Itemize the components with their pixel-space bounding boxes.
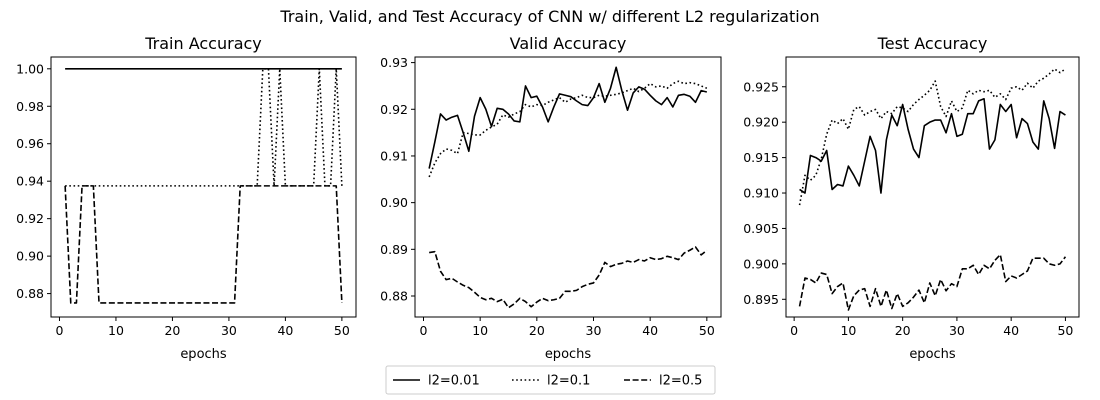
- panel-test-accuracy: Test Accuracy epochs 0 10 20 30 40 50 0.895 0.9…: [743, 34, 1080, 362]
- x-tick-label: 10: [108, 323, 124, 338]
- x-tick-label: 40: [1003, 323, 1019, 338]
- series-line-dashed: [429, 246, 708, 309]
- y-tick-label: 0.88: [380, 288, 408, 303]
- legend-label: l2=0.01: [428, 374, 480, 389]
- legend-frame: [385, 365, 716, 395]
- y-tick-label: 0.900: [743, 256, 779, 271]
- y-tick-label: 0.93: [380, 55, 408, 70]
- figure-title: Train, Valid, and Test Accuracy of CNN w…: [279, 7, 819, 26]
- y-tick-label: 0.915: [743, 150, 779, 165]
- x-tick-label: 50: [1057, 323, 1073, 338]
- x-tick-label: 20: [164, 323, 180, 338]
- panel-valid-accuracy: Valid Accuracy epochs 0 10 20 30 40 50 0.88 0.8…: [380, 34, 722, 362]
- y-tick-label: 0.98: [16, 99, 44, 114]
- y-tick-label: 0.88: [16, 286, 44, 301]
- x-axis-label: epochs: [545, 347, 592, 362]
- x-tick-label: 50: [699, 323, 715, 338]
- y-tick-label: 0.94: [16, 174, 44, 189]
- plot-frame: [785, 56, 1080, 318]
- series-line-dotted: [428, 80, 708, 178]
- y-tick-label: 0.92: [380, 102, 408, 117]
- x-tick-label: 30: [586, 323, 602, 338]
- y-tick-label: 0.92: [16, 211, 44, 226]
- x-tick-label: 50: [334, 323, 350, 338]
- legend-label: l2=0.1: [547, 374, 590, 389]
- x-tick-label: 0: [420, 323, 428, 338]
- x-axis-label: epochs: [180, 347, 227, 362]
- y-tick-label: 0.91: [380, 148, 408, 163]
- y-tick-label: 0.920: [743, 115, 779, 130]
- x-tick-label: 40: [277, 323, 293, 338]
- series-line-solid: [428, 66, 708, 169]
- series-line-solid: [799, 98, 1066, 194]
- y-tick-label: 0.96: [16, 136, 44, 151]
- x-tick-label: 10: [840, 323, 856, 338]
- y-tick-label: 0.90: [16, 249, 44, 264]
- x-tick-label: 30: [221, 323, 237, 338]
- plot-frame: [414, 56, 722, 318]
- series-line-dashed: [64, 185, 343, 304]
- y-tick-label: 0.90: [380, 195, 408, 210]
- legend: l2=0.01 l2=0.1 l2=0.5: [385, 365, 716, 395]
- series-line-dotted: [798, 68, 1066, 206]
- series-line-dotted: [65, 68, 343, 187]
- x-axis-label: epochs: [909, 347, 956, 362]
- x-tick-label: 0: [790, 323, 798, 338]
- x-tick-label: 0: [55, 323, 63, 338]
- legend-label: l2=0.5: [659, 374, 702, 389]
- y-tick-label: 0.905: [743, 221, 779, 236]
- plot-frame: [50, 56, 357, 318]
- series-line-dashed: [798, 253, 1067, 311]
- panel-title: Test Accuracy: [877, 34, 988, 53]
- y-tick-label: 0.895: [743, 292, 779, 307]
- y-tick-label: 0.910: [743, 186, 779, 201]
- panel-title: Train Accuracy: [144, 34, 262, 53]
- panel-train-accuracy: Train Accuracy epochs 0 10 20 30 40 50 0.88 0.9…: [16, 34, 357, 362]
- x-tick-label: 20: [529, 323, 545, 338]
- x-tick-label: 10: [472, 323, 488, 338]
- x-tick-label: 20: [895, 323, 911, 338]
- y-tick-label: 1.00: [16, 61, 44, 76]
- panel-title: Valid Accuracy: [510, 34, 627, 53]
- y-tick-label: 0.925: [743, 79, 779, 94]
- y-tick-label: 0.89: [380, 242, 408, 257]
- x-tick-label: 30: [949, 323, 965, 338]
- x-tick-label: 40: [642, 323, 658, 338]
